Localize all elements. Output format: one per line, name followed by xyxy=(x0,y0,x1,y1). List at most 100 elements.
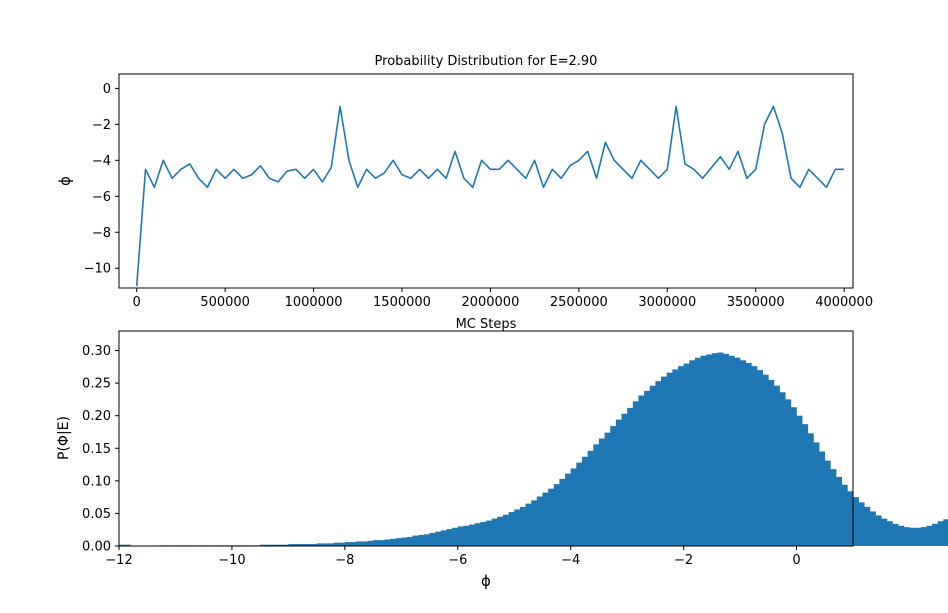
histogram-bar xyxy=(717,352,724,546)
histogram-bar xyxy=(536,496,543,546)
trace-axes-frame xyxy=(118,73,854,289)
histogram-bar xyxy=(508,512,515,546)
histogram-bar xyxy=(418,534,425,546)
trace-y-label: ɸ xyxy=(56,176,74,186)
histogram-bar xyxy=(265,544,272,546)
trace-y-tick-label: −6 xyxy=(92,190,111,205)
histogram-bar xyxy=(310,544,317,546)
trace-x-label: MC Steps xyxy=(456,317,517,332)
histogram-bar xyxy=(858,502,865,546)
histogram-bar xyxy=(694,357,701,546)
histogram-bar xyxy=(745,362,752,546)
histogram-bar xyxy=(553,484,560,546)
histogram-bar xyxy=(469,524,476,546)
histogram-x-tick-label: −12 xyxy=(105,553,132,568)
histogram-bar xyxy=(452,527,459,546)
histogram-bar xyxy=(395,538,402,546)
histogram-x-tick-label: −2 xyxy=(674,553,693,568)
trace-y-tick-label: −2 xyxy=(92,118,111,133)
histogram-bar xyxy=(926,525,933,546)
histogram-y-tick-label: 0.25 xyxy=(82,377,111,392)
histogram-bar xyxy=(898,525,905,546)
histogram-bar xyxy=(565,473,571,546)
trace-x-tick-label: 0 xyxy=(133,295,141,310)
histogram-bar xyxy=(841,484,848,546)
histogram-bar xyxy=(807,433,814,546)
histogram-bar xyxy=(677,366,684,546)
histogram-axes-frame xyxy=(118,330,854,547)
histogram-x-label: ɸ xyxy=(481,572,491,590)
histogram-bar xyxy=(824,460,831,546)
histogram-bar xyxy=(610,426,617,546)
histogram-bar xyxy=(271,544,278,546)
histogram-bar xyxy=(593,444,600,546)
histogram-bar xyxy=(864,506,871,546)
histogram-x-tick-label: −6 xyxy=(448,553,467,568)
histogram-bar xyxy=(440,530,447,546)
histogram-bar xyxy=(361,541,368,546)
histogram-bar xyxy=(903,527,910,546)
histogram-bar xyxy=(570,468,577,546)
histogram-bar xyxy=(277,544,284,546)
histogram-x-ticks: −12 −10 −8 −6 −4 −2 0 xyxy=(105,546,801,568)
histogram-bar xyxy=(937,521,944,546)
histogram-x-tick-label: −10 xyxy=(218,553,245,568)
histogram-bar xyxy=(700,355,707,546)
histogram-y-tick-label: 0.20 xyxy=(82,409,111,424)
histogram-bar xyxy=(327,543,334,546)
histogram-bar xyxy=(847,491,854,546)
histogram-bar xyxy=(474,523,481,546)
trace-series-line xyxy=(135,105,845,287)
histogram-bar xyxy=(920,527,927,546)
histogram-bar xyxy=(932,523,938,546)
histogram-bars xyxy=(119,352,948,546)
trace-y-tick-label: −10 xyxy=(84,262,111,277)
histogram-bar xyxy=(909,527,916,546)
histogram-bar xyxy=(480,521,487,546)
trace-x-tick-label: 2000000 xyxy=(461,295,519,310)
histogram-bar xyxy=(638,395,645,546)
histogram-bar xyxy=(350,542,357,546)
histogram-bar xyxy=(378,540,385,546)
histogram-bar xyxy=(621,413,628,546)
histogram-bar xyxy=(316,543,323,546)
histogram-bar xyxy=(457,526,464,546)
trace-y-ticks: 0 −2 −4 −6 −8 −10 xyxy=(84,82,119,277)
histogram-bar xyxy=(339,542,346,546)
histogram-bar xyxy=(943,519,948,546)
histogram-bar xyxy=(446,529,453,546)
histogram-bar xyxy=(661,376,667,546)
histogram-bar xyxy=(773,385,780,546)
histogram-bar xyxy=(819,451,826,546)
histogram-bar xyxy=(836,476,843,546)
histogram-bar xyxy=(762,374,769,546)
histogram-plot: −12 −10 −8 −6 −4 −2 0 0.00 0.05 0.10 0.15 0.20 0.25… xyxy=(56,330,948,590)
histogram-bar xyxy=(581,456,588,546)
histogram-bar xyxy=(785,399,792,546)
histogram-bar xyxy=(728,355,735,546)
histogram-bar xyxy=(915,527,922,546)
histogram-bar xyxy=(875,515,882,546)
trace-y-tick-label: 0 xyxy=(103,82,111,97)
histogram-bar xyxy=(401,537,408,546)
histogram-bar xyxy=(384,539,391,546)
trace-x-tick-label: 1000000 xyxy=(285,295,343,310)
histogram-y-tick-label: 0.15 xyxy=(82,442,111,457)
histogram-bar xyxy=(881,518,888,546)
histogram-bar xyxy=(706,354,713,546)
histogram-bar xyxy=(830,469,837,546)
histogram-bar xyxy=(587,450,594,546)
histogram-y-tick-label: 0.30 xyxy=(82,344,111,359)
histogram-bar xyxy=(435,531,442,546)
histogram-bar xyxy=(869,511,876,546)
trace-title: Probability Distribution for E=2.90 xyxy=(375,54,598,69)
histogram-bar xyxy=(486,520,492,546)
histogram-bar xyxy=(632,401,639,546)
histogram-bar xyxy=(423,534,430,546)
trace-x-ticks: 0 500000 1000000 1500000 2000000 2500000 30000… xyxy=(133,288,873,310)
histogram-x-tick-label: −4 xyxy=(561,553,580,568)
histogram-bar xyxy=(548,488,555,546)
histogram-bar xyxy=(644,390,651,546)
histogram-bar xyxy=(260,544,267,546)
